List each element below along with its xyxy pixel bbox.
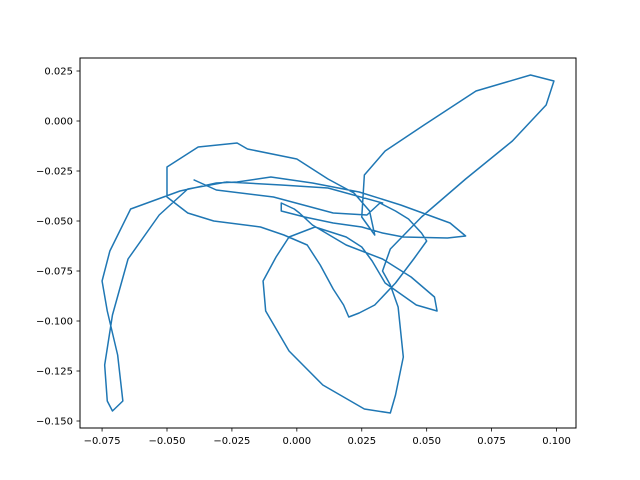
x-tick-label: 0.025 bbox=[347, 436, 376, 447]
y-tick-label: −0.025 bbox=[36, 167, 73, 178]
y-tick-label: 0.025 bbox=[44, 67, 73, 78]
x-tick-label: 0.075 bbox=[477, 436, 506, 447]
x-tick-label: 0.100 bbox=[542, 436, 571, 447]
y-tick-label: −0.075 bbox=[36, 267, 73, 278]
x-tick-label: −0.025 bbox=[213, 436, 250, 447]
x-tick-label: 0.000 bbox=[283, 436, 312, 447]
x-tick-label: −0.050 bbox=[148, 436, 185, 447]
y-tick-label: 0.000 bbox=[44, 117, 73, 128]
x-tick-label: 0.050 bbox=[412, 436, 441, 447]
x-tick-label: −0.075 bbox=[84, 436, 121, 447]
y-tick-label: −0.125 bbox=[36, 367, 73, 378]
y-tick-label: −0.150 bbox=[36, 417, 73, 428]
y-tick-label: −0.050 bbox=[36, 217, 73, 228]
y-tick-label: −0.100 bbox=[36, 317, 73, 328]
